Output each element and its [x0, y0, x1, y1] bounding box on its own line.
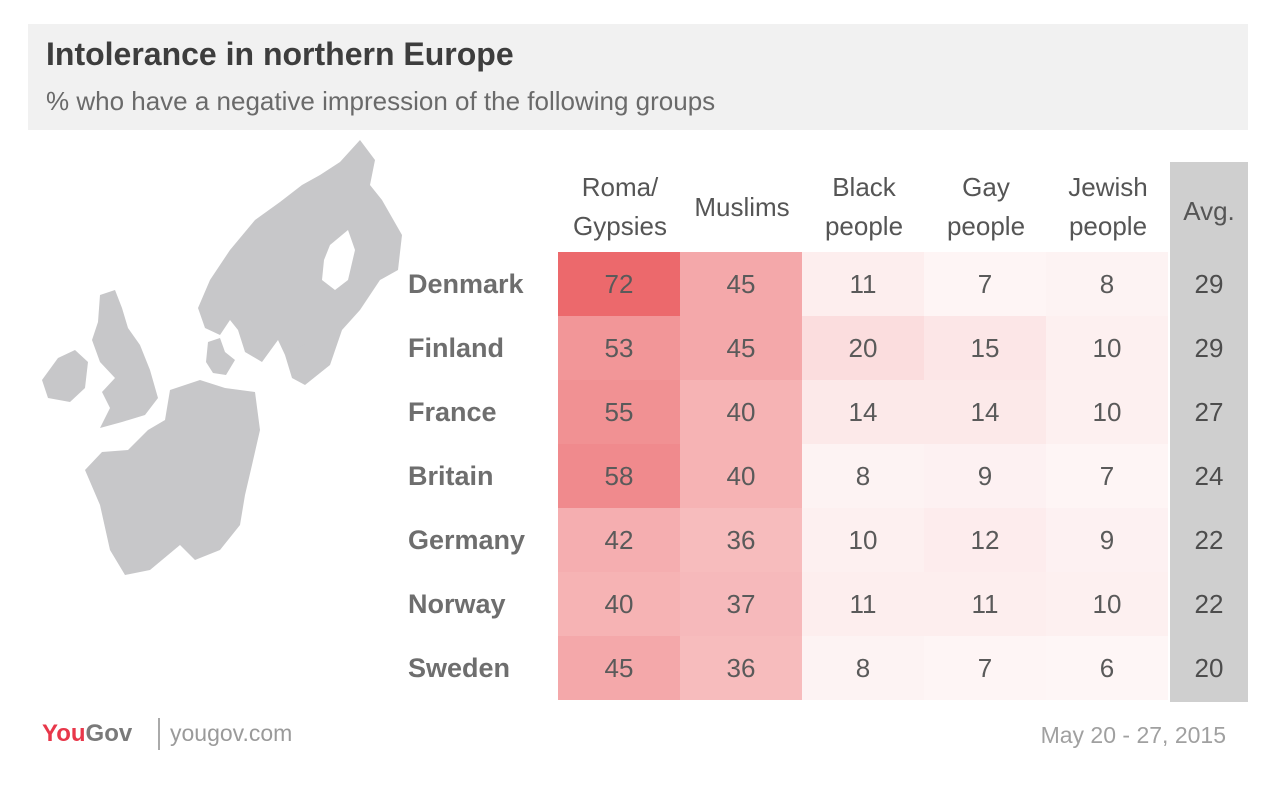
chart-title: Intolerance in northern Europe: [46, 36, 514, 72]
row-country-label: Norway: [408, 589, 506, 619]
table-cell: 6: [1046, 636, 1168, 700]
table-cell: 9: [1046, 508, 1168, 572]
row-country-label: Denmark: [408, 269, 524, 299]
table-cell: 10: [1046, 380, 1168, 444]
chart-header: Intolerance in northern Europe % who hav…: [28, 24, 1248, 130]
row-country-label: Germany: [408, 525, 526, 555]
table-cell: 40: [558, 572, 680, 636]
column-header: Black people: [802, 168, 926, 246]
map-ireland: [42, 350, 88, 402]
table-cell: 15: [924, 316, 1046, 380]
avg-cell: 24: [1194, 461, 1224, 491]
table-cell: 72: [558, 252, 680, 316]
column-header: Roma/Gypsies: [558, 168, 682, 246]
table-cell: 45: [680, 316, 802, 380]
map-denmark: [206, 338, 235, 375]
table-cell: 11: [924, 572, 1046, 636]
logo-you: You: [42, 720, 86, 747]
row-country-label: Sweden: [408, 653, 511, 683]
column-header: Gay people: [924, 168, 1048, 246]
chart-subtitle: % who have a negative impression of the …: [46, 86, 716, 116]
table-cell: 40: [680, 380, 802, 444]
table-cell: 8: [1046, 252, 1168, 316]
avg-header: Avg.: [1183, 196, 1235, 226]
table-cell: 8: [802, 444, 924, 508]
table-cell: 20: [802, 316, 924, 380]
table-cell: 10: [1046, 572, 1168, 636]
table-cell: 8: [802, 636, 924, 700]
column-header: Muslims: [694, 192, 790, 222]
table-cell: 53: [558, 316, 680, 380]
map-continent: [85, 380, 260, 575]
table-cell: 12: [924, 508, 1046, 572]
northern-europe-map: [42, 140, 402, 575]
column-header-line: Gay: [962, 172, 1010, 202]
table-cell: 9: [924, 444, 1046, 508]
footer-separator: [158, 718, 160, 750]
avg-cell: 29: [1194, 333, 1224, 363]
table-cell: 10: [1046, 316, 1168, 380]
footer-url: yougov.com: [170, 720, 293, 746]
column-header-line: people: [824, 211, 904, 241]
table-cell: 7: [924, 636, 1046, 700]
column-header: Jewish people: [1046, 168, 1170, 246]
table-cell: 45: [680, 252, 802, 316]
row-country-label: Britain: [408, 461, 494, 491]
table-cell: 36: [680, 636, 802, 700]
table-cell: 14: [802, 380, 924, 444]
table-cell: 40: [680, 444, 802, 508]
table-cell: 36: [680, 508, 802, 572]
table-cell: 14: [924, 380, 1046, 444]
table-cell: 45: [558, 636, 680, 700]
table-cell: 37: [680, 572, 802, 636]
yougov-logo: YouGov: [42, 720, 132, 748]
table-cell: 11: [802, 572, 924, 636]
map-scandinavia: [198, 140, 402, 385]
row-country-label: Finland: [408, 333, 504, 363]
avg-cell: 22: [1194, 525, 1224, 555]
avg-cell: 22: [1194, 589, 1224, 619]
avg-cell: 27: [1194, 397, 1224, 427]
table-cell: 10: [802, 508, 924, 572]
column-header-line: people: [946, 211, 1026, 241]
table-cell: 58: [558, 444, 680, 508]
row-country-label: France: [408, 397, 497, 427]
table-cell: 11: [802, 252, 924, 316]
table-cell: 42: [558, 508, 680, 572]
map-britain: [92, 290, 158, 428]
column-header-line: Roma/: [581, 172, 659, 202]
table-cell: 7: [924, 252, 1046, 316]
column-header-line: people: [1068, 211, 1148, 241]
avg-cell: 20: [1194, 653, 1224, 683]
column-header-line: Jewish: [1068, 172, 1148, 202]
avg-column-band: [1170, 162, 1248, 702]
table-cell: 55: [558, 380, 680, 444]
column-header-line: Black: [832, 172, 896, 202]
column-header-line: Gypsies: [573, 211, 667, 241]
logo-gov: Gov: [85, 720, 133, 747]
table-cell: 7: [1046, 444, 1168, 508]
footer-date: May 20 - 27, 2015: [1040, 722, 1226, 748]
avg-cell: 29: [1194, 269, 1224, 299]
